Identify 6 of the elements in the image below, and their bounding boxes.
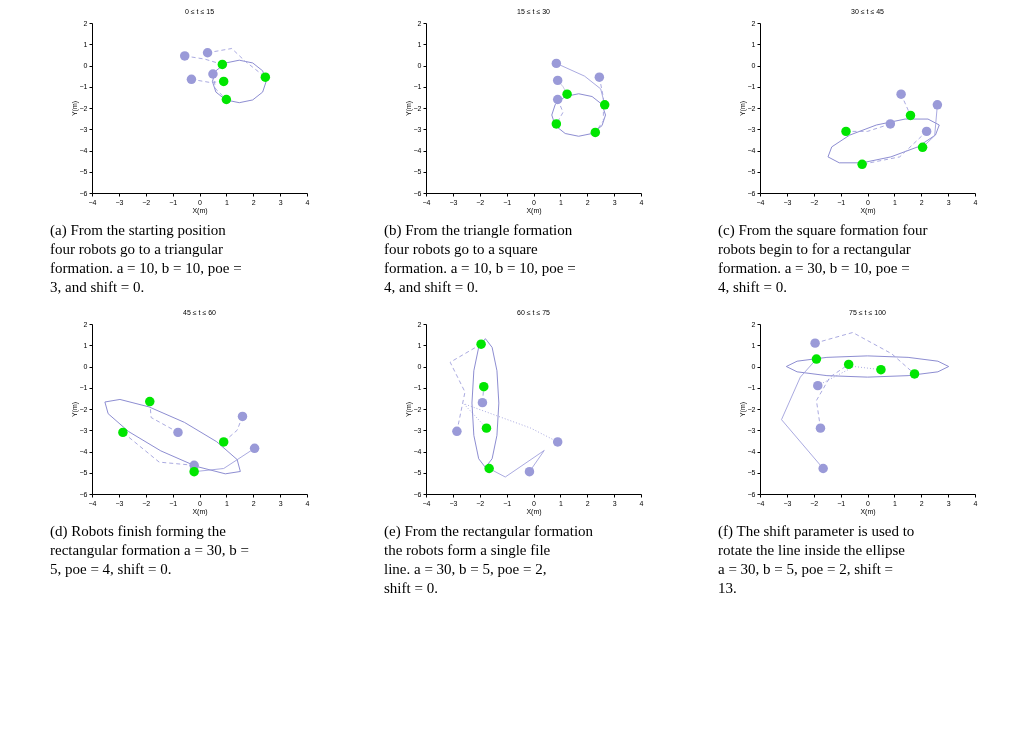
text: (c) From the square formation four robots begin to for a rectangular formation. a = 30, b = 10, poe = 4, shift = 0. [718, 222, 928, 295]
text: (f) The shift parameter is used to rotate the line inside the ellipse a = 30, b = 5, poe = 2, shift = 13. [718, 523, 915, 596]
text: (e) From the rectangular formation the robots form a single file line. a = 30, b = 5, poe = 2, shift = 0. [384, 523, 594, 596]
text: (a) From the starting position four robots go to a triangular formation. a = 10, b = 10, poe = 3, and shift = 0. [50, 222, 242, 295]
text: (d) Robots finish forming the rectangular formation a = 30, b = 5, poe = 4, shift = 0. [50, 523, 249, 577]
text: (b) From the triangle formation four robots go to a square formation. a = 10, b = 10, poe = 4, and shift = 0. [384, 222, 576, 295]
